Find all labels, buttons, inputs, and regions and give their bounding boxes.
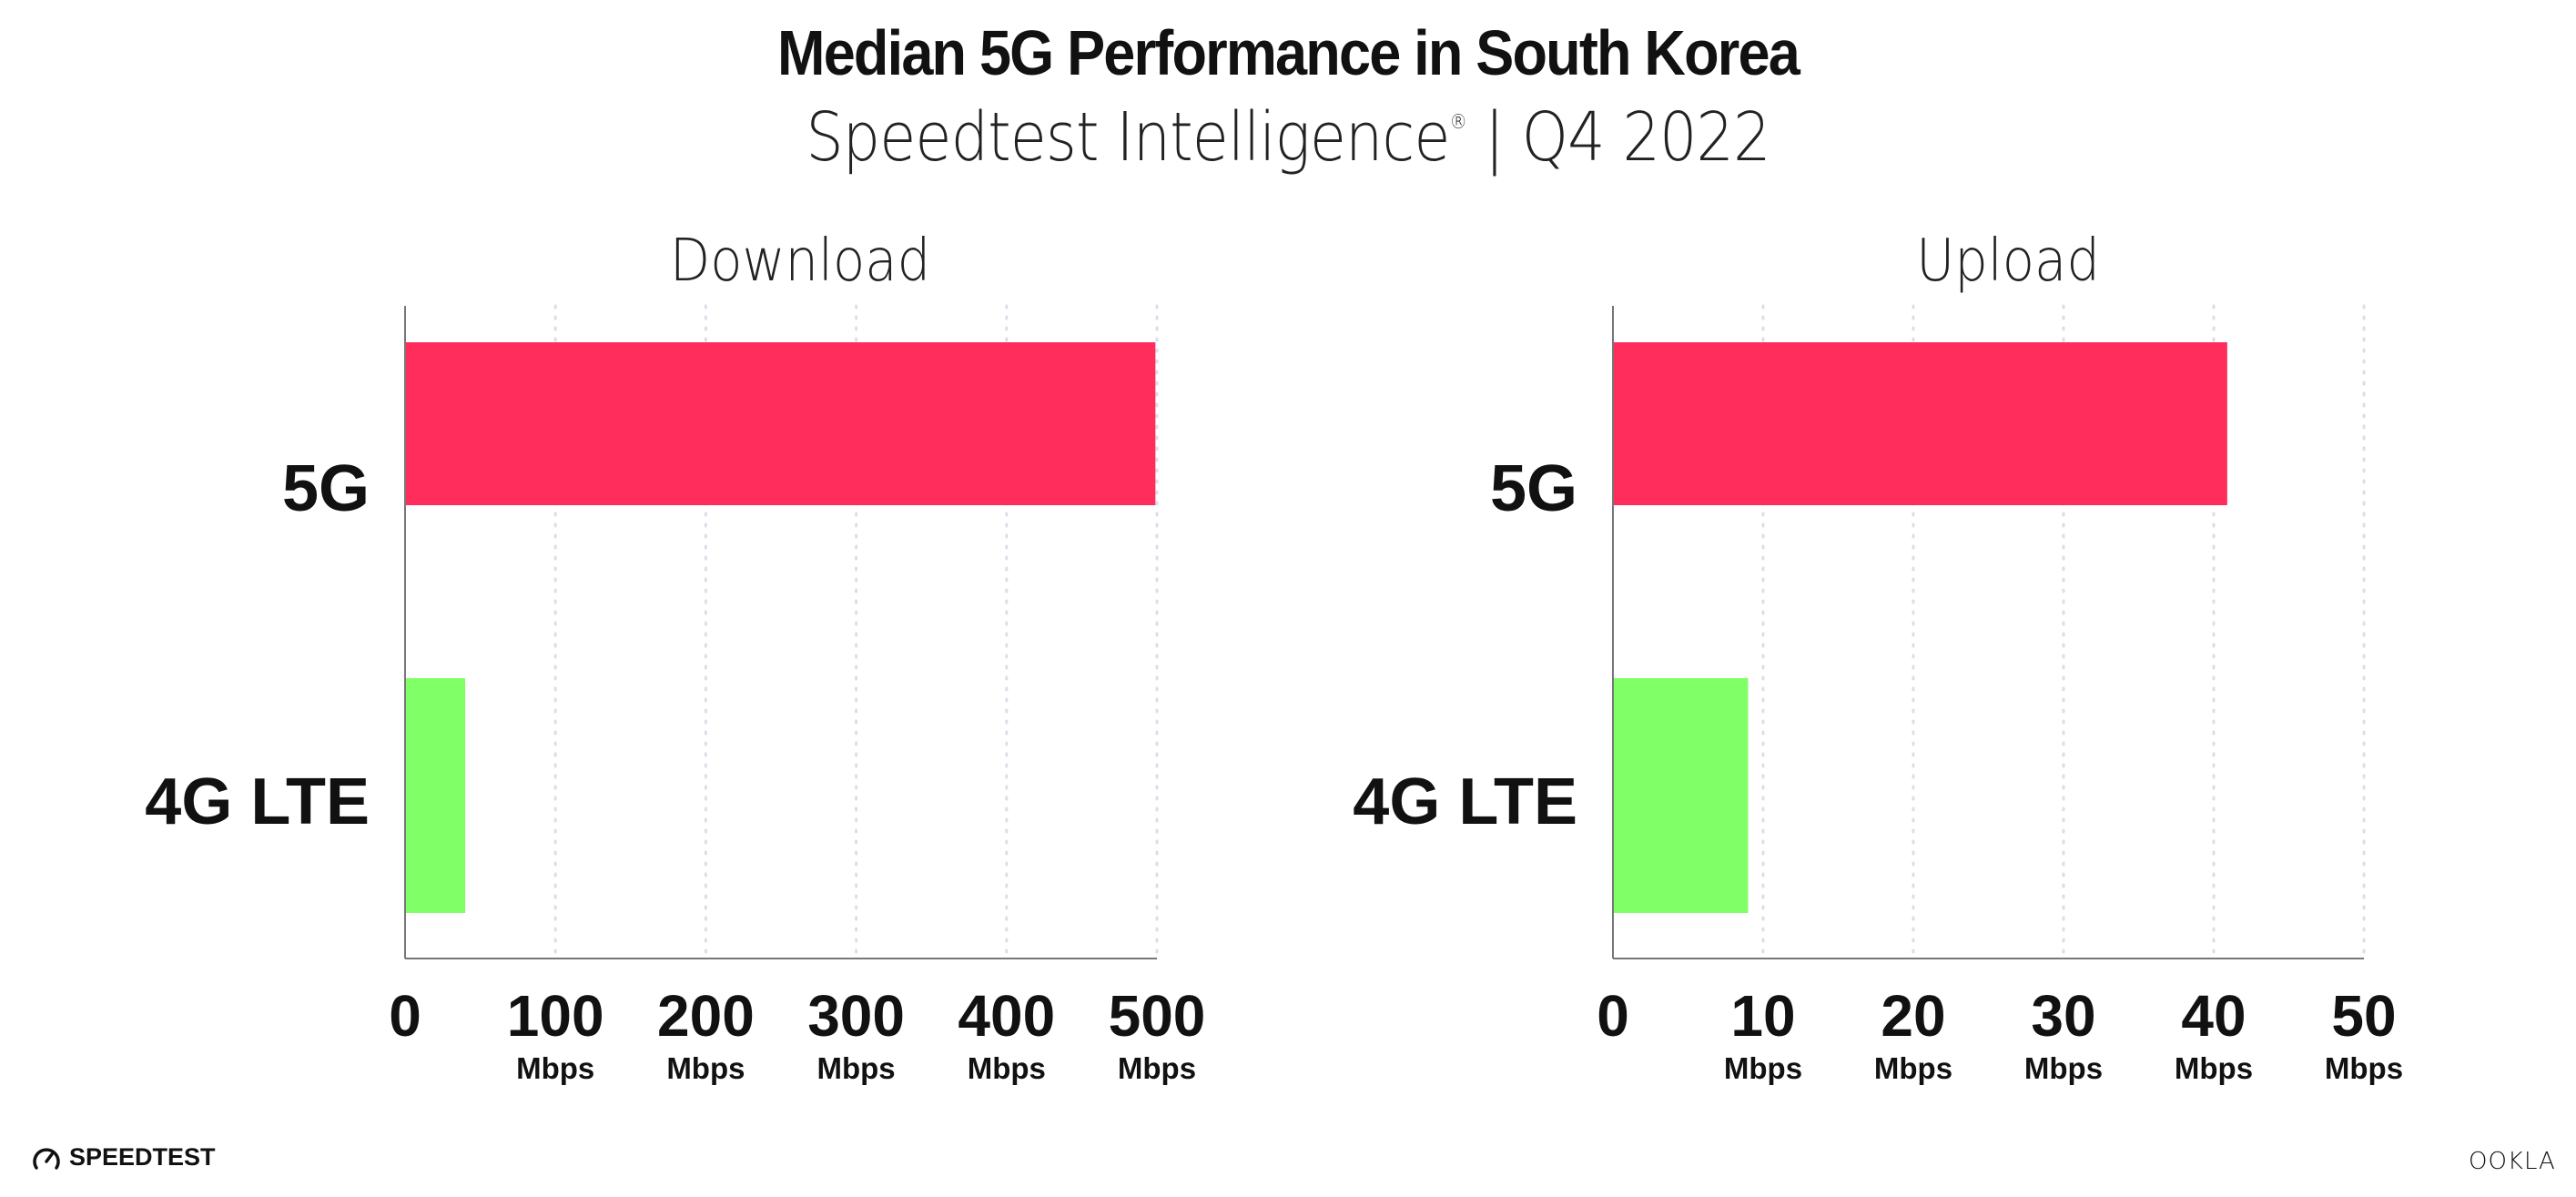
- x-tick-label: 400: [958, 983, 1055, 1049]
- x-tick-unit: Mbps: [817, 1051, 896, 1085]
- bar-4g-lte: [1613, 678, 1749, 913]
- x-tick-label: 300: [807, 983, 905, 1049]
- registered-mark: ®: [1449, 111, 1467, 134]
- chart-title: Median 5G Performance in South Korea: [777, 17, 1800, 88]
- chart-subtitle: Speedtest Intelligence® | Q4 2022: [155, 98, 2421, 177]
- x-tick-label: 20: [1881, 983, 1945, 1049]
- category-label: 5G: [282, 452, 370, 525]
- speedometer-icon: [33, 1147, 60, 1170]
- x-tick-label: 30: [2031, 983, 2095, 1049]
- ookla-logo: OOKLA: [2469, 1148, 2556, 1175]
- x-tick-unit: Mbps: [1874, 1051, 1952, 1085]
- category-label: 5G: [1490, 452, 1577, 525]
- download-panel-title: Download: [669, 228, 931, 295]
- x-tick-label: 100: [507, 983, 604, 1049]
- speedtest-logo: SPEEDTEST: [31, 1143, 216, 1172]
- x-tick-unit: Mbps: [2325, 1051, 2403, 1085]
- subtitle-source: Speedtest Intelligence: [806, 98, 1450, 177]
- x-tick-unit: Mbps: [1724, 1051, 1802, 1085]
- x-tick-unit: Mbps: [968, 1051, 1046, 1085]
- subtitle-period: | Q4 2022: [1484, 98, 1771, 177]
- x-tick-unit: Mbps: [2175, 1051, 2253, 1085]
- bar-5g: [405, 342, 1156, 505]
- upload-panel-title: Upload: [1916, 228, 2100, 295]
- category-label: 4G LTE: [1353, 766, 1577, 838]
- x-tick-label: 200: [657, 983, 755, 1049]
- x-tick-label: 40: [2181, 983, 2246, 1049]
- x-tick-label: 500: [1109, 983, 1206, 1049]
- bar-5g: [1613, 342, 2227, 505]
- x-tick-unit: Mbps: [2024, 1051, 2103, 1085]
- x-tick-label: 10: [1730, 983, 1795, 1049]
- x-tick-unit: Mbps: [1118, 1051, 1196, 1085]
- x-tick-label: 50: [2331, 983, 2396, 1049]
- bar-4g-lte: [405, 678, 466, 913]
- category-label: 4G LTE: [145, 766, 370, 838]
- speedtest-logo-text: SPEEDTEST: [69, 1143, 216, 1171]
- x-tick-label: 0: [389, 983, 421, 1049]
- x-tick-label: 0: [1597, 983, 1629, 1049]
- x-tick-unit: Mbps: [516, 1051, 594, 1085]
- x-tick-unit: Mbps: [666, 1051, 745, 1085]
